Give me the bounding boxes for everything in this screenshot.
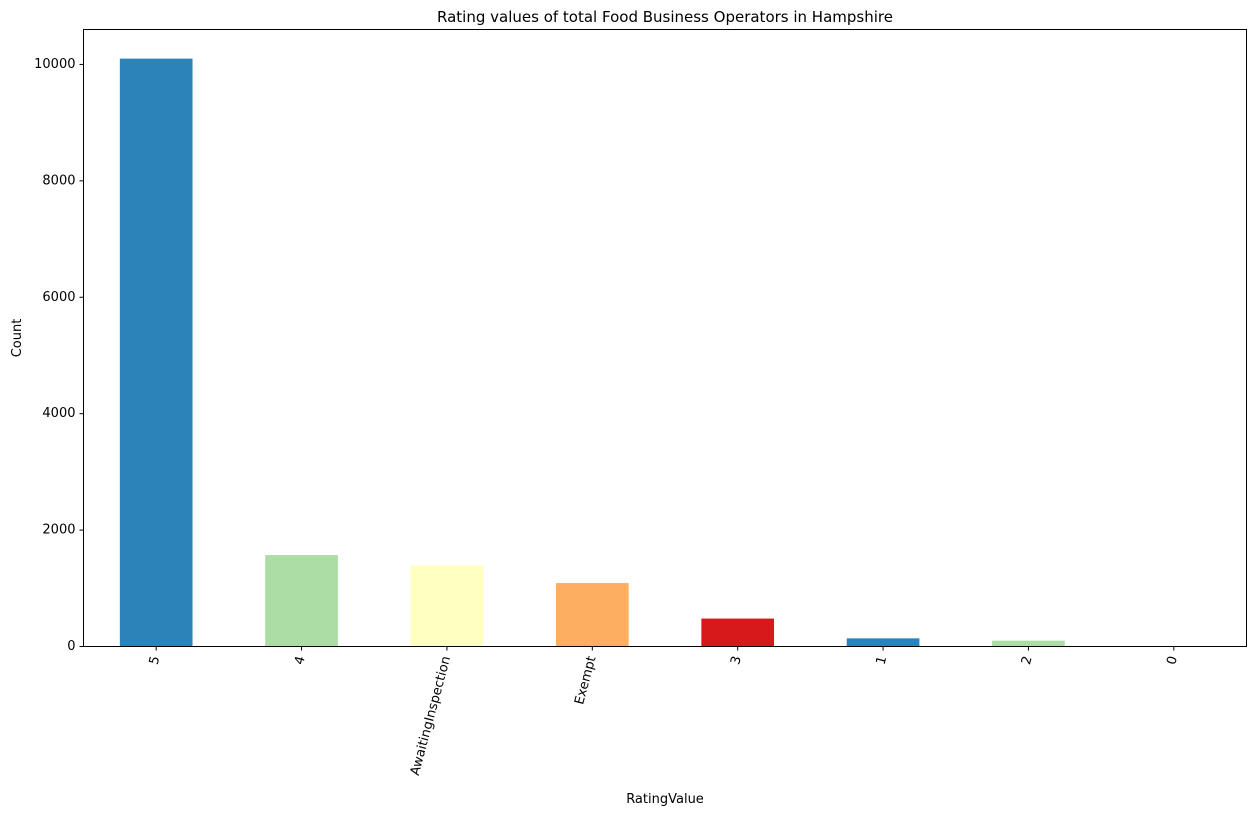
y-axis: 0 2000 4000 6000 8000 10000 [34, 57, 84, 654]
x-axis-label: RatingValue [626, 792, 704, 807]
bar-3 [701, 618, 775, 647]
chart-title: Rating values of total Food Business Ope… [437, 8, 893, 26]
x-tick-label: 3 [728, 655, 745, 667]
x-tick-label: 4 [292, 655, 309, 667]
bar-1 [846, 638, 920, 647]
y-tick-label: 4000 [42, 406, 75, 421]
y-tick-label: 2000 [42, 523, 75, 538]
x-tick-label: 5 [147, 655, 164, 667]
bar-5 [119, 58, 193, 647]
y-tick-label: 0 [67, 639, 75, 654]
x-tick-label: 1 [874, 655, 891, 667]
y-axis-label: Count [10, 319, 25, 358]
bar-2 [992, 640, 1065, 647]
y-tick-label: 10000 [34, 57, 75, 72]
y-tick-label: 6000 [42, 290, 75, 305]
bar-exempt [555, 583, 629, 647]
x-tick-label: 0 [1164, 655, 1181, 667]
x-tick-label: 2 [1019, 655, 1036, 667]
bars-group [119, 58, 1211, 647]
plot-frame [83, 29, 1247, 647]
bar-awaitinginspection [410, 565, 484, 647]
y-tick-label: 8000 [42, 173, 75, 188]
bar-4 [265, 555, 338, 647]
